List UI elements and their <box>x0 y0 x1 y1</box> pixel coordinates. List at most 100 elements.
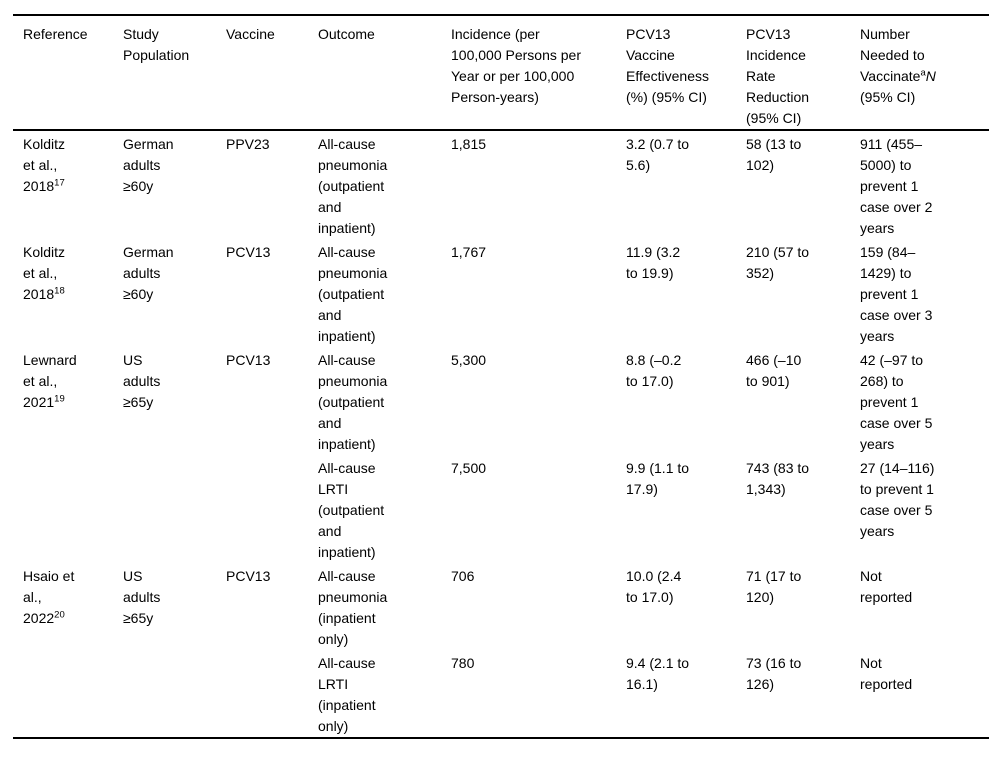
col-header-nnv-label: Number Needed to Vaccinate <box>860 26 925 84</box>
nnv-italic-n: N <box>925 68 936 84</box>
incidence-value: 7,500 <box>451 460 487 476</box>
cell-study-population: German adults ≥60y <box>113 130 216 239</box>
cell-vaccine-effectiveness: 9.9 (1.1 to 17.9) <box>616 455 736 563</box>
cell-incidence-rate-reduction: 743 (83 to 1,343) <box>736 455 850 563</box>
cell-incidence-rate-reduction: 466 (–10 to 901) <box>736 347 850 455</box>
study-population-text: German adults ≥60y <box>123 244 174 302</box>
table-row: Kolditz et al., 201817 German adults ≥60… <box>13 130 989 239</box>
reference-text: Lewnard et al., 2021 <box>23 352 77 410</box>
cell-incidence-rate-reduction: 210 (57 to 352) <box>736 239 850 347</box>
cell-number-needed-to-vaccinate: 27 (14–116) to prevent 1 case over 5 yea… <box>850 455 989 563</box>
incidence-rate-reduction-value: 210 (57 to 352) <box>746 244 810 281</box>
cell-number-needed-to-vaccinate: 911 (455– 5000) to prevent 1 case over 2… <box>850 130 989 239</box>
incidence-value: 1,815 <box>451 136 487 152</box>
cell-outcome: All-cause pneumonia (outpatient and inpa… <box>308 130 441 239</box>
incidence-value: 706 <box>451 568 475 584</box>
cell-vaccine-effectiveness: 9.4 (2.1 to 16.1) <box>616 650 736 738</box>
table-row: Kolditz et al., 201818 German adults ≥60… <box>13 239 989 347</box>
nnv-value: Not reported <box>860 568 913 605</box>
vaccine-text: PPV23 <box>226 136 270 152</box>
outcome-text: All-cause pneumonia (inpatient only) <box>318 568 388 647</box>
col-header-nnv-ci-label: (95% CI) <box>860 89 916 105</box>
cell-reference: Kolditz et al., 201818 <box>13 239 113 347</box>
reference-superscript: 20 <box>54 609 65 621</box>
outcome-text: All-cause pneumonia (outpatient and inpa… <box>318 352 388 452</box>
vaccine-effectiveness-value: 3.2 (0.7 to 5.6) <box>626 136 690 173</box>
col-header-vaccine-effectiveness: PCV13 Vaccine Effectiveness (%) (95% CI) <box>616 15 736 130</box>
cell-incidence-rate-reduction: 73 (16 to 126) <box>736 650 850 738</box>
col-header-reference-label: Reference <box>23 26 88 42</box>
col-header-incidence-label: Incidence (per 100,000 Persons per Year … <box>451 26 581 105</box>
cell-reference: Hsaio et al., 202220 <box>13 563 113 650</box>
incidence-rate-reduction-value: 743 (83 to 1,343) <box>746 460 810 497</box>
cell-vaccine: PCV13 <box>216 347 308 455</box>
cell-incidence-rate-reduction: 71 (17 to 120) <box>736 563 850 650</box>
outcome-text: All-cause pneumonia (outpatient and inpa… <box>318 136 388 236</box>
col-header-incidence: Incidence (per 100,000 Persons per Year … <box>441 15 616 130</box>
reference-superscript: 18 <box>54 285 65 297</box>
nnv-value: 911 (455– 5000) to prevent 1 case over 2… <box>860 136 933 236</box>
reference-superscript: 17 <box>54 177 65 189</box>
vaccine-text: PCV13 <box>226 244 271 260</box>
cell-study-population: US adults ≥65y <box>113 347 216 455</box>
vaccine-text: PCV13 <box>226 352 271 368</box>
col-header-vaccine-effectiveness-label: PCV13 Vaccine Effectiveness (%) (95% CI) <box>626 26 710 105</box>
incidence-value: 780 <box>451 655 475 671</box>
vaccine-study-table: Reference Study Population Vaccine Outco… <box>13 14 989 739</box>
outcome-text: All-cause pneumonia (outpatient and inpa… <box>318 244 388 344</box>
cell-vaccine <box>216 650 308 738</box>
cell-reference: Kolditz et al., 201817 <box>13 130 113 239</box>
cell-vaccine: PCV13 <box>216 563 308 650</box>
cell-reference <box>13 455 113 563</box>
cell-reference <box>13 650 113 738</box>
cell-incidence: 1,815 <box>441 130 616 239</box>
header-row: Reference Study Population Vaccine Outco… <box>13 15 989 130</box>
vaccine-effectiveness-value: 10.0 (2.4 to 17.0) <box>626 568 682 605</box>
table-row: Hsaio et al., 202220 US adults ≥65y PCV1… <box>13 563 989 650</box>
cell-vaccine-effectiveness: 3.2 (0.7 to 5.6) <box>616 130 736 239</box>
outcome-text: All-cause LRTI (outpatient and inpatient… <box>318 460 385 560</box>
col-header-study-population: Study Population <box>113 15 216 130</box>
cell-study-population: German adults ≥60y <box>113 239 216 347</box>
footnote-marker-a: a <box>920 67 926 79</box>
cell-number-needed-to-vaccinate: Not reported <box>850 650 989 738</box>
study-population-text: US adults ≥65y <box>123 568 161 626</box>
table-row: All-cause LRTI (inpatient only) 780 9.4 … <box>13 650 989 738</box>
cell-vaccine: PCV13 <box>216 239 308 347</box>
col-header-outcome-label: Outcome <box>318 26 375 42</box>
cell-reference: Lewnard et al., 202119 <box>13 347 113 455</box>
cell-vaccine <box>216 455 308 563</box>
cell-incidence-rate-reduction: 58 (13 to 102) <box>736 130 850 239</box>
col-header-vaccine-label: Vaccine <box>226 26 275 42</box>
cell-study-population <box>113 455 216 563</box>
table-row: All-cause LRTI (outpatient and inpatient… <box>13 455 989 563</box>
col-header-study-population-label: Study Population <box>123 26 190 63</box>
vaccine-effectiveness-value: 11.9 (3.2 to 19.9) <box>626 244 681 281</box>
incidence-rate-reduction-value: 466 (–10 to 901) <box>746 352 802 389</box>
reference-superscript: 19 <box>54 393 65 405</box>
cell-vaccine-effectiveness: 11.9 (3.2 to 19.9) <box>616 239 736 347</box>
incidence-rate-reduction-value: 58 (13 to 102) <box>746 136 802 173</box>
cell-study-population <box>113 650 216 738</box>
cell-vaccine-effectiveness: 10.0 (2.4 to 17.0) <box>616 563 736 650</box>
incidence-value: 5,300 <box>451 352 487 368</box>
reference-text: Hsaio et al., 2022 <box>23 568 75 626</box>
nnv-value: 42 (–97 to 268) to prevent 1 case over 5… <box>860 352 933 452</box>
col-header-number-needed-to-vaccinate: Number Needed to VaccinateaN (95% CI) <box>850 15 989 130</box>
incidence-value: 1,767 <box>451 244 487 260</box>
cell-outcome: All-cause pneumonia (outpatient and inpa… <box>308 347 441 455</box>
cell-outcome: All-cause LRTI (inpatient only) <box>308 650 441 738</box>
cell-incidence: 1,767 <box>441 239 616 347</box>
incidence-rate-reduction-value: 73 (16 to 126) <box>746 655 802 692</box>
cell-study-population: US adults ≥65y <box>113 563 216 650</box>
vaccine-effectiveness-value: 8.8 (–0.2 to 17.0) <box>626 352 682 389</box>
cell-number-needed-to-vaccinate: 159 (84– 1429) to prevent 1 case over 3 … <box>850 239 989 347</box>
cell-vaccine: PPV23 <box>216 130 308 239</box>
cell-incidence: 7,500 <box>441 455 616 563</box>
col-header-incidence-rate-reduction-label: PCV13 Incidence Rate Reduction (95% CI) <box>746 26 810 126</box>
cell-outcome: All-cause LRTI (outpatient and inpatient… <box>308 455 441 563</box>
cell-outcome: All-cause pneumonia (outpatient and inpa… <box>308 239 441 347</box>
vaccine-effectiveness-value: 9.9 (1.1 to 17.9) <box>626 460 690 497</box>
table-row: Lewnard et al., 202119 US adults ≥65y PC… <box>13 347 989 455</box>
nnv-value: 27 (14–116) to prevent 1 case over 5 yea… <box>860 460 935 539</box>
